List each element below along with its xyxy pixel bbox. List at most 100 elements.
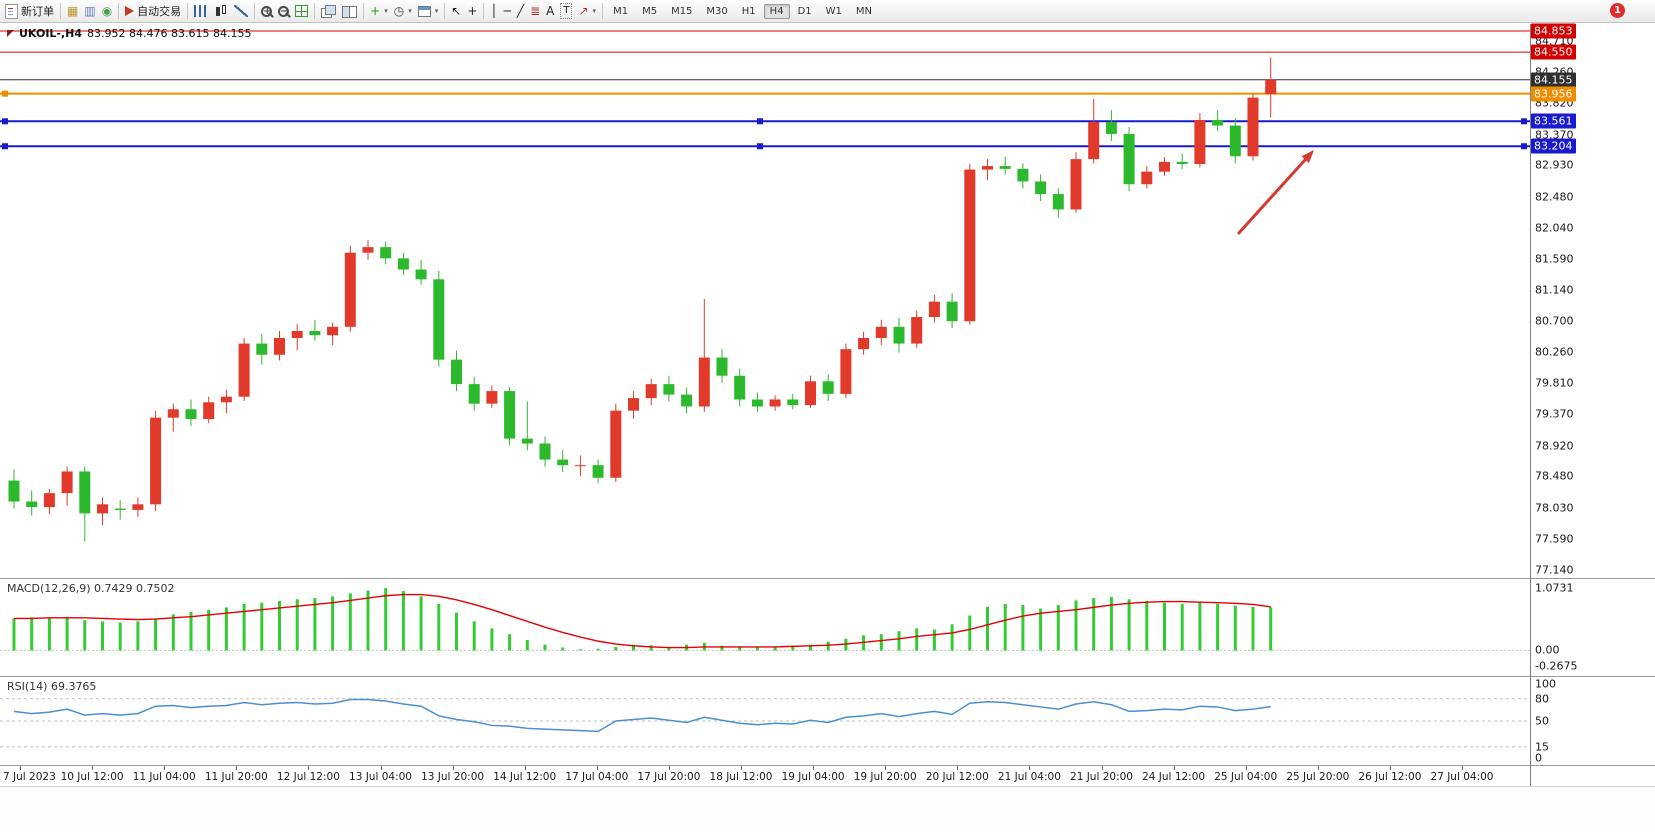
macd-axis-label: 0.00 xyxy=(1535,643,1560,657)
time-tick xyxy=(164,766,166,770)
candle xyxy=(698,298,710,413)
pane-divider[interactable] xyxy=(0,676,1655,677)
rsi-axis-label: 15 xyxy=(1535,740,1549,754)
text-tool[interactable]: A xyxy=(543,1,557,21)
fibonacci-tool[interactable]: ≣ xyxy=(527,1,543,21)
new-order-button[interactable]: 新订单 xyxy=(2,1,57,21)
candle xyxy=(43,488,55,515)
price-axis[interactable]: 84.71084.26083.82083.37082.93082.48082.0… xyxy=(1530,0,1655,790)
zoom-out-icon[interactable]: − xyxy=(275,1,292,21)
indicators-button[interactable]: + ▾ xyxy=(367,1,391,21)
candle xyxy=(840,343,852,399)
line-handle[interactable] xyxy=(2,90,8,97)
candle xyxy=(822,374,834,401)
timeframe-button-D1[interactable]: D1 xyxy=(797,5,812,17)
trend-arrow-annotation[interactable] xyxy=(1236,150,1314,236)
candle xyxy=(150,410,162,512)
chart-symbol-period: UKOIL-,H4 xyxy=(19,27,83,40)
line-handle[interactable] xyxy=(1521,143,1527,150)
tile-windows-icon[interactable] xyxy=(292,1,311,21)
rsi-indicator-label: RSI(14) 69.3765 xyxy=(7,680,97,693)
macd-pane[interactable] xyxy=(0,579,1530,676)
candle xyxy=(309,319,321,341)
bar-chart-icon[interactable] xyxy=(191,1,211,21)
time-tick xyxy=(1029,766,1031,770)
candle xyxy=(362,240,374,260)
line-handle[interactable] xyxy=(2,118,8,125)
candle xyxy=(61,466,73,506)
market-watch-icon[interactable]: ▦ xyxy=(64,1,81,21)
horizontal-line-tool[interactable]: ─ xyxy=(501,1,514,21)
arrows-tool[interactable]: ↗ ▾ xyxy=(575,1,599,21)
pane-divider[interactable] xyxy=(0,765,1655,766)
blue-level-line-83561[interactable] xyxy=(0,118,1530,125)
candle xyxy=(574,455,586,477)
timeframe-button-MN[interactable]: MN xyxy=(855,5,872,17)
timeframe-button-W1[interactable]: W1 xyxy=(825,5,842,17)
line-handle[interactable] xyxy=(1521,118,1527,125)
zoomout-icon: − xyxy=(278,5,290,17)
orange-level-line[interactable] xyxy=(0,90,1530,97)
candle xyxy=(1176,153,1188,169)
autotrading-button[interactable]: 自动交易 xyxy=(122,1,184,21)
time-label: 21 Jul 04:00 xyxy=(997,771,1061,783)
timeframe-button-M15[interactable]: M15 xyxy=(671,5,693,17)
line-handle[interactable] xyxy=(757,143,763,150)
chart-symbol-icon xyxy=(7,30,14,37)
pane-divider[interactable] xyxy=(0,578,1655,579)
crosshair-tool[interactable]: + xyxy=(464,1,480,21)
candle xyxy=(751,392,763,413)
dropdown-caret-icon: ▾ xyxy=(592,7,597,15)
zoom-in-icon[interactable]: + xyxy=(258,1,275,21)
price-tick-label: 79.810 xyxy=(1535,376,1574,390)
line-handle[interactable] xyxy=(757,118,763,125)
label-tool[interactable]: T xyxy=(557,1,575,21)
line-handle[interactable] xyxy=(2,143,8,150)
templates-button[interactable]: ▾ xyxy=(415,1,442,21)
price-chart-pane[interactable] xyxy=(0,24,1530,578)
line-chart-icon[interactable] xyxy=(231,1,251,21)
time-label: 14 Jul 12:00 xyxy=(493,771,557,783)
candle xyxy=(1105,110,1117,141)
rsi-axis-label: 50 xyxy=(1535,714,1549,728)
time-tick xyxy=(596,766,598,770)
candle xyxy=(557,449,569,473)
notifications-badge[interactable]: 1 xyxy=(1610,3,1625,18)
toolbar-separator xyxy=(60,3,61,19)
time-tick xyxy=(92,766,94,770)
cascade-windows-icon[interactable] xyxy=(318,1,339,21)
timeframe-button-M1[interactable]: M1 xyxy=(613,5,629,17)
text-tool-glyph: A xyxy=(546,4,555,18)
candlestick-chart-icon[interactable] xyxy=(211,1,231,21)
blue-level-line-83204[interactable] xyxy=(0,143,1530,150)
cursor-tool[interactable]: ↖ xyxy=(448,1,464,21)
price-tick-label: 82.480 xyxy=(1535,190,1574,204)
timeframe-button-M30[interactable]: M30 xyxy=(706,5,728,17)
price-tick-label: 77.590 xyxy=(1535,532,1574,546)
window-bottom xyxy=(0,787,1655,832)
data-window-icon[interactable]: ▥ xyxy=(81,1,98,21)
arrange-windows-icon[interactable] xyxy=(339,1,360,21)
timeframe-button-H4[interactable]: H4 xyxy=(763,3,790,19)
periods-button[interactable]: ◷ ▾ xyxy=(391,1,415,21)
navigator-icon[interactable]: ◉ xyxy=(99,1,115,21)
time-label: 25 Jul 20:00 xyxy=(1286,771,1350,783)
rsi-pane[interactable] xyxy=(0,677,1530,765)
timeframe-button-H1[interactable]: H1 xyxy=(741,5,756,17)
time-axis[interactable]: 7 Jul 2023 10 Jul 12:00 11 Jul 04:00 11 Jul… xyxy=(0,766,1530,786)
price-tick-label: 78.480 xyxy=(1535,469,1574,483)
price-tick-label: 81.590 xyxy=(1535,252,1574,266)
timeframe-button-M5[interactable]: M5 xyxy=(642,5,658,17)
time-label: 27 Jul 04:00 xyxy=(1430,771,1494,783)
time-tick xyxy=(1317,766,1319,770)
time-label: 12 Jul 12:00 xyxy=(276,771,340,783)
candle xyxy=(734,368,746,407)
time-tick xyxy=(885,766,887,770)
grid-icon xyxy=(295,5,309,17)
candle xyxy=(1052,188,1064,218)
trendline-tool[interactable]: ╱ xyxy=(514,1,527,21)
candle xyxy=(716,349,728,383)
toolbar-separator xyxy=(118,3,120,19)
candle xyxy=(1070,152,1082,213)
vertical-line-tool[interactable]: │ xyxy=(487,1,500,21)
